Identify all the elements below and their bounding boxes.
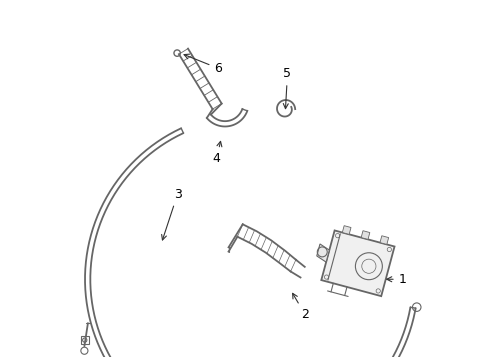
Text: 5: 5 <box>283 67 291 109</box>
Polygon shape <box>316 244 328 262</box>
Polygon shape <box>379 236 388 244</box>
Text: 3: 3 <box>162 188 181 240</box>
Text: 2: 2 <box>292 293 308 321</box>
Polygon shape <box>321 230 394 296</box>
Text: 6: 6 <box>183 54 222 75</box>
Text: 1: 1 <box>386 273 406 286</box>
Text: 4: 4 <box>212 141 222 165</box>
Polygon shape <box>342 226 350 234</box>
Bar <box>81 336 88 345</box>
Polygon shape <box>361 231 369 239</box>
